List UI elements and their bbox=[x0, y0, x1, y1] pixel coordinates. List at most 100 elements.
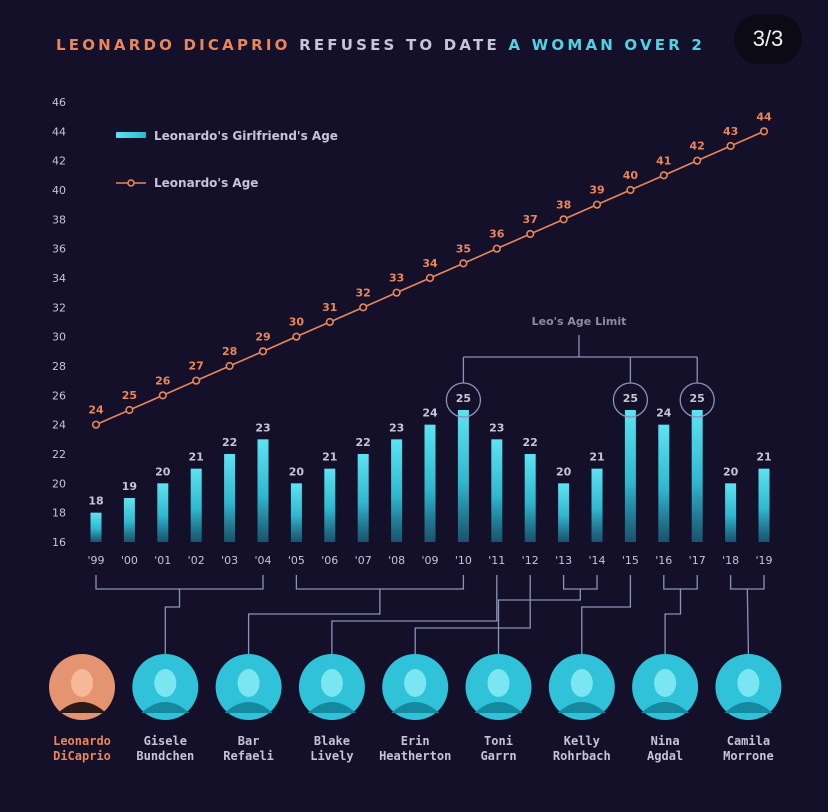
y-tick-label: 28 bbox=[52, 360, 66, 373]
year-range-bracket bbox=[95, 575, 264, 590]
bar-value-label: 23 bbox=[255, 421, 270, 434]
leo-age-label: 40 bbox=[623, 169, 639, 182]
x-tick-label: '11 bbox=[488, 554, 505, 567]
legend: Leonardo's Girlfriend's Age Leonardo's A… bbox=[116, 129, 338, 190]
legend-label-girlfriend: Leonardo's Girlfriend's Age bbox=[154, 129, 338, 143]
x-tick-label: '08 bbox=[388, 554, 405, 567]
bar-value-label: 23 bbox=[489, 421, 504, 434]
x-axis: '99 '00 '01 '02 '03 '04 '05 '06 '07 '08 '09 '10 '11 '… bbox=[87, 554, 772, 567]
girlfriend-age-bar bbox=[157, 483, 169, 542]
girlfriend-age-bar bbox=[725, 483, 737, 542]
leo-age-point bbox=[726, 141, 735, 151]
x-tick-label: '14 bbox=[588, 554, 605, 567]
avatar-shoulders bbox=[307, 702, 356, 713]
leo-age-point bbox=[359, 303, 368, 312]
avatar-face bbox=[71, 669, 93, 697]
age-limit-circle bbox=[679, 382, 715, 418]
y-tick-label: 16 bbox=[52, 536, 66, 549]
age-limit-label: Leo's Age Limit bbox=[532, 315, 627, 328]
leo-age-label: 35 bbox=[456, 242, 471, 255]
legend-swatch-leo-dot bbox=[127, 179, 135, 187]
x-tick-label: '18 bbox=[722, 554, 739, 567]
x-tick-label: '05 bbox=[288, 554, 305, 567]
avatar-face bbox=[154, 669, 177, 697]
person-first-name: Nina bbox=[651, 734, 680, 748]
x-tick-label: '09 bbox=[421, 554, 438, 567]
leo-age-point bbox=[91, 420, 101, 429]
person-last-name: Garrn bbox=[480, 749, 516, 763]
avatar-face bbox=[487, 669, 510, 697]
chart-title: LEONARDO DICAPRIO REFUSES TO DATE A WOMA… bbox=[0, 36, 828, 54]
avatar-face bbox=[737, 669, 760, 697]
y-tick-label: 38 bbox=[52, 213, 66, 226]
person-first-name: Camila bbox=[727, 734, 770, 748]
bar-value-label: 22 bbox=[523, 436, 538, 449]
person-first-name: Kelly bbox=[564, 734, 600, 748]
person-last-name: Bundchen bbox=[136, 749, 194, 763]
girlfriend-age-bar bbox=[524, 454, 536, 542]
person-last-name: Rohrbach bbox=[553, 749, 611, 763]
avatar-face bbox=[237, 669, 260, 697]
bar-value-label: 24 bbox=[656, 407, 672, 420]
person-first-name: Blake bbox=[314, 734, 350, 748]
bar-value-label: 19 bbox=[122, 480, 137, 493]
leo-age-label: 34 bbox=[422, 257, 438, 270]
leo-age-point bbox=[693, 156, 702, 165]
girlfriend-age-bar bbox=[290, 483, 302, 542]
leo-age-point bbox=[292, 332, 301, 341]
leo-age-line: 24 25 26 27 28 29 30 31 32 33 34 35 36 37 38 39 40 41 42 43… bbox=[88, 110, 772, 429]
x-tick-label: '15 bbox=[622, 554, 639, 567]
bar-value-label: 21 bbox=[189, 451, 204, 464]
y-tick-label: 24 bbox=[52, 419, 66, 432]
age-limit-circle bbox=[445, 382, 482, 418]
x-tick-label: '19 bbox=[755, 554, 772, 567]
girlfriend-age-bar bbox=[224, 454, 236, 542]
avatar-shoulders bbox=[474, 702, 523, 713]
leo-age-label: 29 bbox=[255, 330, 270, 343]
avatar-shoulders bbox=[391, 702, 440, 713]
page-indicator: 3/3 bbox=[734, 14, 802, 64]
girlfriend-age-bar bbox=[90, 512, 102, 542]
y-tick-label: 34 bbox=[52, 272, 66, 285]
leo-age-label: 37 bbox=[523, 213, 538, 226]
avatar-shoulders bbox=[58, 702, 106, 713]
y-tick-label: 20 bbox=[52, 477, 66, 490]
legend-label-leo: Leonardo's Age bbox=[154, 176, 258, 190]
leo-age-point bbox=[125, 405, 134, 415]
x-tick-label: '17 bbox=[689, 554, 706, 567]
girlfriend-age-bar bbox=[591, 468, 603, 542]
person-first-name: Bar bbox=[238, 734, 260, 748]
girlfriend-age-bar bbox=[691, 410, 703, 542]
leo-age-label: 44 bbox=[756, 110, 772, 123]
connector-to-avatar bbox=[247, 589, 381, 654]
leo-age-point bbox=[225, 361, 234, 371]
person-first-name: Gisele bbox=[144, 734, 187, 748]
leo-age-label: 43 bbox=[723, 125, 738, 138]
bar-value-label: 24 bbox=[422, 407, 438, 420]
leo-age-point bbox=[559, 215, 568, 224]
avatar-face bbox=[654, 669, 677, 697]
bar-value-label: 20 bbox=[289, 465, 305, 478]
girlfriend-age-bar bbox=[324, 468, 336, 542]
girlfriend-age-bar bbox=[558, 483, 570, 542]
x-tick-label: '16 bbox=[655, 554, 672, 567]
person-last-name: Morrone bbox=[723, 749, 774, 763]
y-tick-label: 44 bbox=[52, 125, 66, 138]
bar-value-label: 25 bbox=[456, 392, 471, 405]
x-tick-label: '03 bbox=[221, 554, 238, 567]
avatar-shoulders bbox=[641, 702, 690, 713]
connector-to-avatar bbox=[581, 589, 632, 654]
title-name: LEONARDO DICAPRIO bbox=[56, 36, 291, 54]
x-tick-label: '99 bbox=[87, 554, 104, 567]
x-tick-label: '00 bbox=[121, 554, 138, 567]
girlfriend-age-bar bbox=[391, 439, 403, 542]
y-tick-label: 40 bbox=[52, 184, 66, 197]
title-middle: REFUSES TO DATE bbox=[299, 36, 500, 54]
